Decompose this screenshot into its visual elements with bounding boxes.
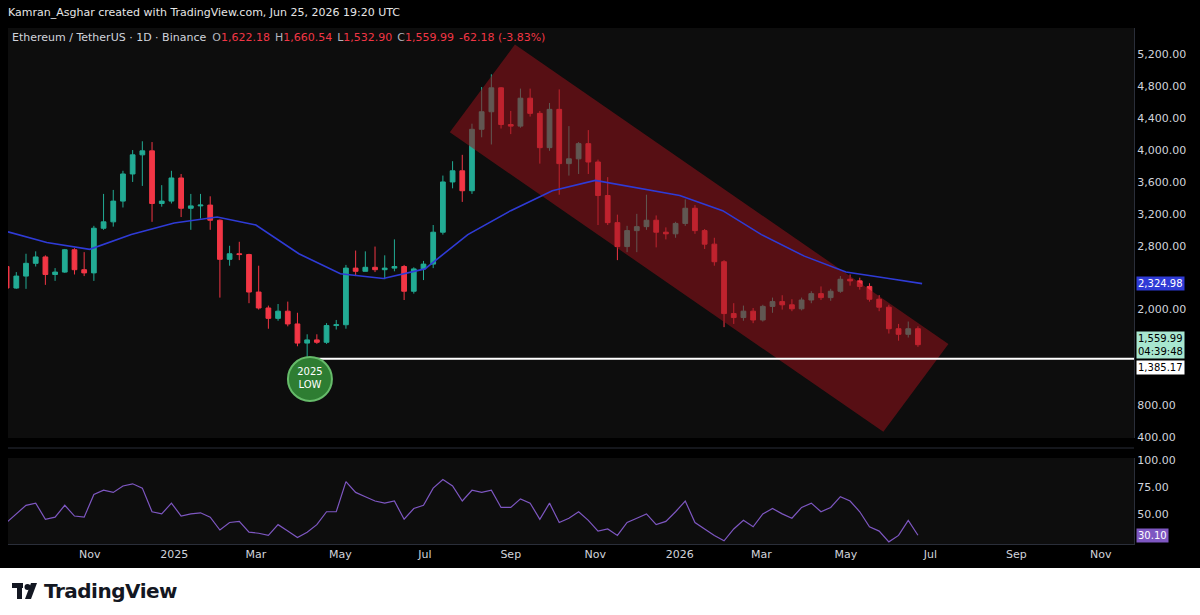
- svg-text:2,000.00: 2,000.00: [1137, 303, 1186, 316]
- svg-text:100.00: 100.00: [1137, 454, 1176, 467]
- svg-text:Nov: Nov: [1090, 548, 1112, 561]
- svg-text:May: May: [329, 548, 352, 561]
- svg-text:Sep: Sep: [1006, 548, 1027, 561]
- svg-text:30.10: 30.10: [1138, 530, 1167, 541]
- svg-text:3,600.00: 3,600.00: [1137, 176, 1186, 189]
- svg-text:Sep: Sep: [500, 548, 521, 561]
- svg-text:2025: 2025: [160, 548, 188, 561]
- svg-text:4,800.00: 4,800.00: [1137, 80, 1186, 93]
- html-text:TradingView: TradingView: [44, 579, 178, 603]
- svg-text:May: May: [835, 548, 858, 561]
- svg-text:5,200.00: 5,200.00: [1137, 48, 1186, 61]
- svg-text:75.00: 75.00: [1137, 481, 1169, 494]
- svg-text:Jul: Jul: [923, 548, 937, 561]
- html-text:O 1,622.18 H 1,660.54 L 1,532.: O 1,622.18 H 1,660.54 L 1,532.90 C 1,559…: [212, 31, 546, 44]
- svg-text:2026: 2026: [666, 548, 694, 561]
- svg-text:800.00: 800.00: [1137, 399, 1176, 412]
- svg-text:2,800.00: 2,800.00: [1137, 240, 1186, 253]
- svg-text:Mar: Mar: [246, 548, 267, 561]
- svg-text:3,200.00: 3,200.00: [1137, 208, 1186, 221]
- svg-text:1,385.17: 1,385.17: [1138, 362, 1183, 373]
- svg-text:Jul: Jul: [417, 548, 431, 561]
- html-text:Kamran_Asghar created with Tra: Kamran_Asghar created with TradingView.c…: [8, 6, 400, 19]
- svg-text:Nov: Nov: [585, 548, 607, 561]
- svg-text:Nov: Nov: [79, 548, 101, 561]
- svg-text:2,324.98: 2,324.98: [1138, 278, 1183, 289]
- svg-text:4,000.00: 4,000.00: [1137, 144, 1186, 157]
- svg-text:1,559.9904:39:48: 1,559.9904:39:48: [1138, 333, 1183, 357]
- html-text:Ethereum / TetherUS · 1D · Bin: Ethereum / TetherUS · 1D · Binance: [12, 31, 207, 44]
- svg-text:400.00: 400.00: [1137, 431, 1176, 444]
- svg-text:50.00: 50.00: [1137, 508, 1169, 521]
- svg-text:2025LOW: 2025LOW: [297, 366, 322, 390]
- svg-text:4,400.00: 4,400.00: [1137, 112, 1186, 125]
- svg-text:Mar: Mar: [751, 548, 772, 561]
